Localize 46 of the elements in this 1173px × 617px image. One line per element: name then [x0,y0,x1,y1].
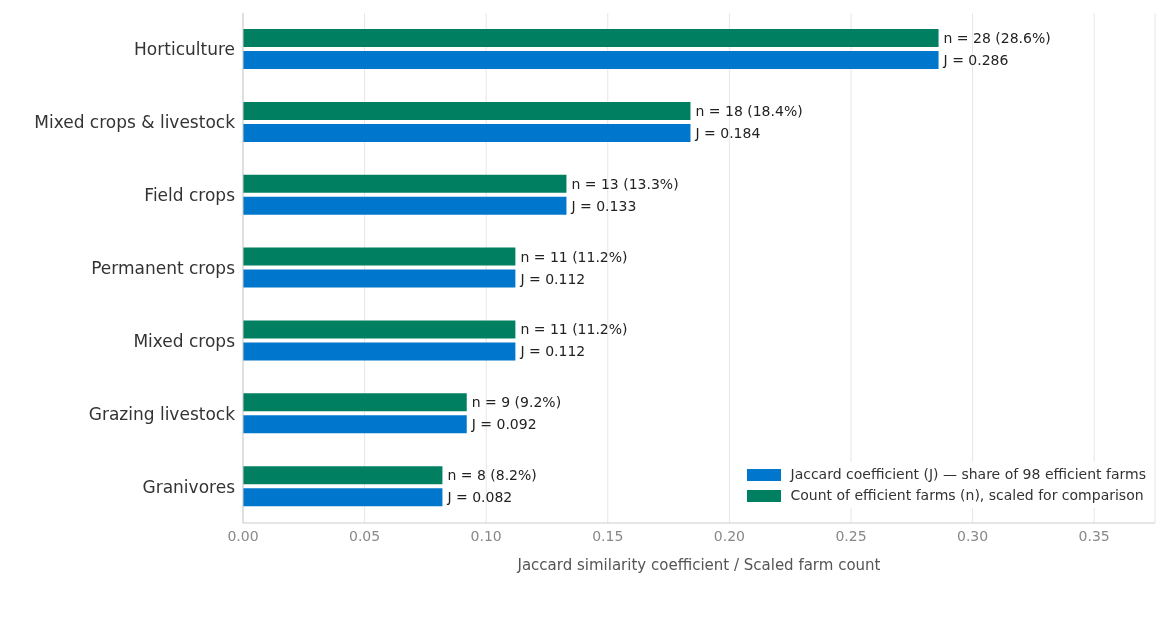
bar [243,488,443,507]
y-tick-label: Granivores [142,476,236,497]
bar [243,174,567,193]
bar [243,269,516,288]
x-tick-label: 0.10 [470,527,502,544]
y-tick-label: Mixed crops [133,330,236,351]
data-label: n = 11 (11.2%) [520,248,628,265]
data-label: n = 8 (8.2%) [447,467,537,484]
x-tick-label: 0.00 [227,527,259,544]
bar [243,51,939,70]
y-tick-label: Grazing livestock [88,403,236,424]
x-axis-title: Jaccard similarity coefficient / Scaled farm count [516,556,881,574]
legend-label: Count of efficient farms (n), scaled for comparison [790,486,1144,505]
bar [243,101,691,120]
x-tick-label: 0.30 [957,527,989,544]
bar [243,247,516,266]
bar [243,393,467,412]
x-tick-label: 0.25 [835,527,867,544]
y-tick-label: Mixed crops & livestock [34,112,236,133]
bar [243,29,939,48]
data-label: n = 28 (28.6%) [943,30,1051,46]
data-label: J = 0.133 [570,197,637,214]
x-tick-label: 0.15 [592,527,624,544]
y-tick-label: Horticulture [134,39,235,60]
x-tick-label: 0.20 [713,527,745,544]
bar [243,415,467,434]
data-label: J = 0.082 [446,489,513,506]
bar [243,466,443,485]
y-tick-label: Permanent crops [91,258,236,279]
data-label: J = 0.112 [519,270,586,287]
data-label: J = 0.286 [942,52,1009,68]
x-tick-label: 0.35 [1078,527,1110,544]
data-label: n = 18 (18.4%) [695,102,803,119]
data-label: n = 11 (11.2%) [520,321,628,338]
data-label: n = 9 (9.2%) [471,394,562,411]
y-tick-label: Field crops [144,185,236,206]
bar [243,342,516,361]
data-label: J = 0.112 [519,343,586,360]
bar [243,123,691,142]
bar [243,196,567,215]
data-label: n = 13 (13.3%) [571,175,679,192]
bar [243,320,516,339]
data-label: J = 0.184 [694,124,761,141]
x-tick-label: 0.05 [349,527,381,544]
data-label: J = 0.092 [470,416,537,433]
legend-label: Jaccard coefficient (J) — share of 98 efficient farms [790,465,1146,484]
